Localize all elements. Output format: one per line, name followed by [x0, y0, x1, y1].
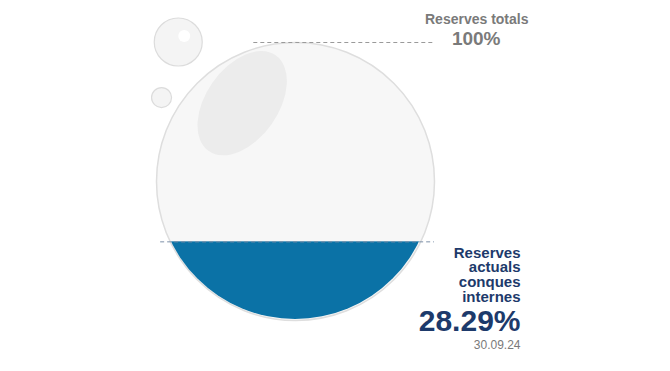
svg-text:Reserves totals: Reserves totals — [425, 11, 529, 27]
svg-text:Reservesactualsconquesinternes: Reservesactualsconquesinternes — [454, 244, 521, 306]
svg-text:100%: 100% — [452, 28, 501, 49]
svg-text:28.29%: 28.29% — [419, 304, 521, 337]
svg-text:30.09.24: 30.09.24 — [474, 338, 521, 352]
